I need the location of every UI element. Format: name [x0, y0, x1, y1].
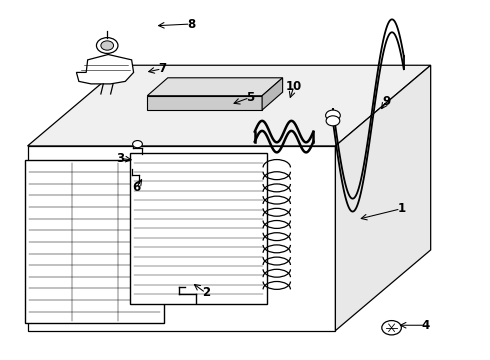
- Text: 5: 5: [246, 91, 254, 104]
- Polygon shape: [147, 78, 283, 96]
- Polygon shape: [76, 54, 134, 84]
- Circle shape: [101, 41, 114, 50]
- Polygon shape: [130, 153, 267, 304]
- Text: 6: 6: [132, 181, 141, 194]
- Circle shape: [97, 38, 118, 53]
- Polygon shape: [27, 146, 335, 330]
- Polygon shape: [335, 65, 431, 330]
- Text: 9: 9: [383, 95, 391, 108]
- Polygon shape: [147, 96, 262, 110]
- Text: 7: 7: [158, 62, 166, 75]
- Circle shape: [326, 116, 340, 126]
- Text: 2: 2: [202, 287, 210, 300]
- Text: 10: 10: [286, 80, 302, 93]
- Circle shape: [382, 320, 401, 335]
- Circle shape: [133, 140, 143, 148]
- Circle shape: [326, 110, 340, 121]
- Polygon shape: [27, 65, 431, 146]
- Polygon shape: [25, 160, 164, 323]
- Text: 4: 4: [422, 319, 430, 332]
- Polygon shape: [262, 78, 283, 110]
- Text: 8: 8: [187, 18, 196, 31]
- Text: 3: 3: [116, 152, 124, 165]
- Text: 1: 1: [397, 202, 405, 215]
